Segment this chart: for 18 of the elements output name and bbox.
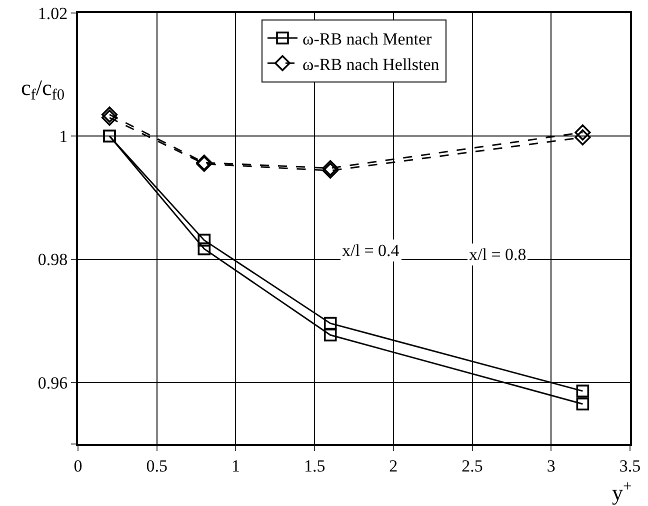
x-tick-label: 3	[546, 456, 556, 476]
x-tick-label: 1.5	[304, 456, 326, 476]
annotation: x/l = 0.4	[342, 241, 400, 260]
x-tick-label: 2.5	[462, 456, 483, 476]
y-axis-title: c$_{f}$/c$_{f0}$	[21, 75, 65, 104]
y-tick-label: 1.02	[38, 4, 68, 23]
x-tick-label: 1	[231, 456, 240, 476]
legend-label: ω-RB nach Hellsten	[302, 54, 440, 74]
x-tick-label: 0.5	[146, 456, 168, 476]
x-tick-label: 3.5	[619, 456, 641, 476]
x-tick-label: 0	[74, 456, 82, 476]
x-tick-label: 2	[389, 456, 398, 476]
y-tick-label: 0.96	[38, 373, 68, 392]
y-tick-label: 1	[59, 127, 68, 146]
legend-label: ω-RB nach Menter	[302, 30, 432, 49]
annotation: x/l = 0.8	[469, 245, 526, 264]
y-tick-label: 0.98	[38, 250, 68, 270]
x-axis-title: y$^{+}$	[612, 478, 632, 506]
